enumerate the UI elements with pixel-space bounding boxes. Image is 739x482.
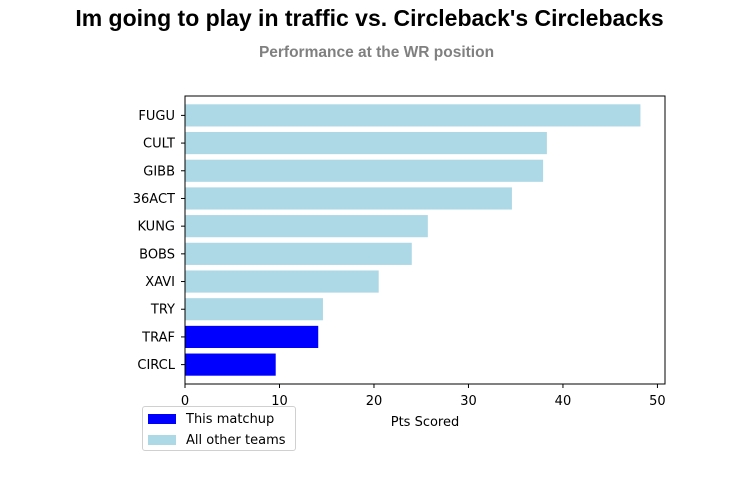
legend: This matchup All other teams [142,406,296,451]
y-tick-label-bobs: BOBS [139,247,175,262]
x-axis-label: Pts Scored [391,415,460,430]
bar-xavi [185,270,379,293]
x-tick-label-50: 50 [649,394,666,409]
legend-label-all-other-teams: All other teams [186,432,286,448]
bar-bobs [185,242,412,265]
x-tick-label-40: 40 [555,394,572,409]
x-axis-ticks: 0 10 20 30 40 50 [181,384,666,409]
bar-try [185,298,323,321]
chart-subtitle: Performance at the WR position [258,44,495,61]
plot-frame [184,95,666,385]
bar-kung [185,215,428,238]
y-tick-label-36act: 36ACT [133,192,175,207]
bar-traf [185,325,319,348]
legend-item-this-matchup: This matchup [148,410,274,428]
bars-group [185,104,641,376]
x-tick-label-20: 20 [366,394,383,409]
bar-gibb [185,159,544,182]
y-tick-label-fugu: FUGU [138,109,175,124]
legend-label-this-matchup: This matchup [186,411,275,427]
bar-circl [185,353,276,376]
y-tick-label-kung: KUNG [138,220,176,235]
y-tick-label-gibb: GIBB [143,164,175,179]
bar-fugu [185,104,641,127]
y-tick-label-xavi: XAVI [145,275,175,290]
bar-36act [185,187,512,210]
legend-swatch-all-other-teams [148,435,176,445]
x-tick-label-10: 10 [271,394,288,409]
bar-cult [185,132,547,155]
legend-item-all-other-teams: All other teams [148,431,286,449]
y-tick-label-traf: TRAF [141,330,175,345]
y-tick-labels: FUGU CULT GIBB 36ACT KUNG BOBS XAVI TRY TRAF CIRC… [133,109,185,373]
legend-swatch-this-matchup [148,414,176,424]
chart-title: Im going to play in traffic vs. Circleba… [75,5,664,31]
y-tick-label-cult: CULT [143,137,175,152]
y-tick-label-try: TRY [150,303,175,318]
x-tick-label-0: 0 [181,394,189,409]
x-tick-label-30: 30 [460,394,477,409]
y-tick-label-circl: CIRCL [137,358,175,373]
